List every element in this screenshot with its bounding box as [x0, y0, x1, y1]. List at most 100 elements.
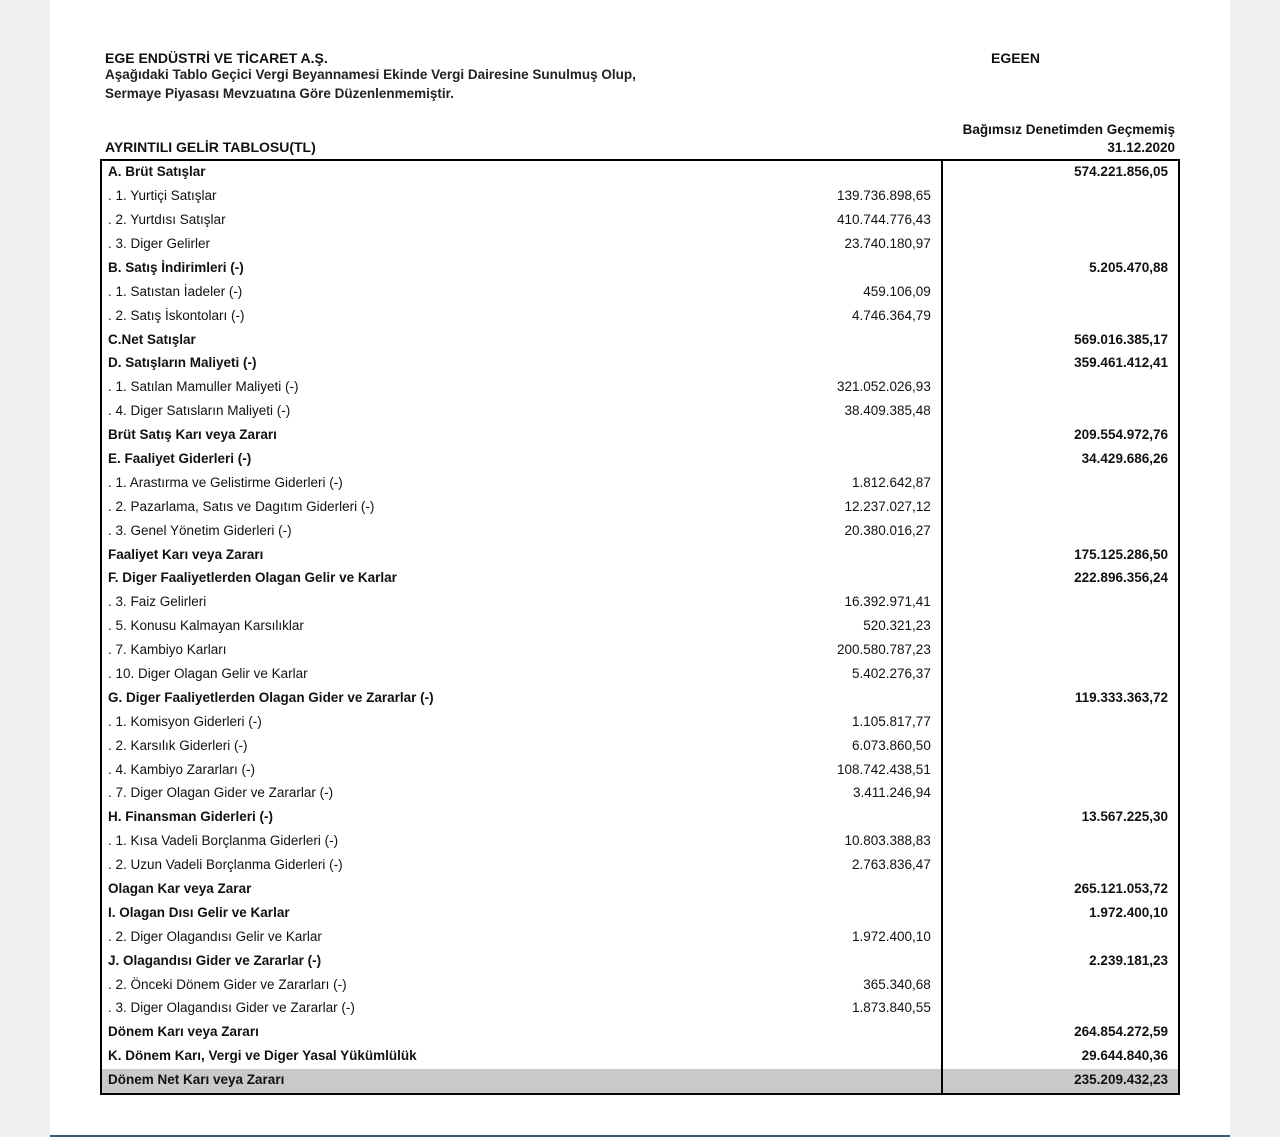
row-detail-value: 1.812.642,87: [705, 471, 942, 495]
table-row: . 2. Diger Olagandısı Gelir ve Karlar1.9…: [101, 925, 1179, 949]
row-total-value: [942, 710, 1179, 734]
row-detail-value: 139.736.898,65: [705, 185, 942, 209]
table-row: . 2. Önceki Dönem Gider ve Zararları (-)…: [101, 973, 1179, 997]
row-detail-value: [705, 352, 942, 376]
row-label: . 5. Konusu Kalmayan Karsılıklar: [101, 615, 705, 639]
audit-status: Bağımsız Denetimden Geçmemiş: [963, 122, 1175, 137]
row-label: . 7. Diger Olagan Gider ve Zararlar (-): [101, 782, 705, 806]
row-label: . 2. Yurtdısı Satışlar: [101, 209, 705, 233]
page: EGE ENDÜSTRİ VE TİCARET A.Ş. EGEEN Aşağı…: [50, 0, 1230, 1137]
table-row: Brüt Satış Karı veya Zararı209.554.972,7…: [101, 424, 1179, 448]
table-row: . 2. Karsılık Giderleri (-)6.073.860,50: [101, 734, 1179, 758]
row-total-value: [942, 973, 1179, 997]
table-title: AYRINTILI GELİR TABLOSU(TL): [105, 139, 316, 155]
table-row: . 2. Uzun Vadeli Borçlanma Giderleri (-)…: [101, 854, 1179, 878]
row-detail-value: [705, 567, 942, 591]
row-label: . 2. Pazarlama, Satıs ve Dagıtım Giderle…: [101, 495, 705, 519]
row-label: D. Satışların Maliyeti (-): [101, 352, 705, 376]
row-total-value: 34.429.686,26: [942, 447, 1179, 471]
row-label: Brüt Satış Karı veya Zararı: [101, 424, 705, 448]
row-total-value: [942, 376, 1179, 400]
meta-right: Bağımsız Denetimden Geçmemiş 31.12.2020: [963, 122, 1175, 155]
row-label: C.Net Satışlar: [101, 328, 705, 352]
row-detail-value: 38.409.385,48: [705, 400, 942, 424]
table-row: . 10. Diger Olagan Gelir ve Karlar5.402.…: [101, 662, 1179, 686]
row-total-value: [942, 830, 1179, 854]
row-label: . 7. Kambiyo Karları: [101, 639, 705, 663]
row-total-value: [942, 304, 1179, 328]
row-detail-value: [705, 686, 942, 710]
row-label: . 3. Diger Olagandısı Gider ve Zararlar …: [101, 997, 705, 1021]
row-detail-value: [705, 806, 942, 830]
row-detail-value: 16.392.971,41: [705, 591, 942, 615]
subtitle-line-1: Aşağıdaki Tablo Geçici Vergi Beyannamesi…: [105, 66, 1180, 85]
table-row: . 4. Diger Satısların Maliyeti (-)38.409…: [101, 400, 1179, 424]
row-detail-value: 108.742.438,51: [705, 758, 942, 782]
row-detail-value: 365.340,68: [705, 973, 942, 997]
row-detail-value: [705, 328, 942, 352]
row-label: G. Diger Faaliyetlerden Olagan Gider ve …: [101, 686, 705, 710]
row-detail-value: 459.106,09: [705, 280, 942, 304]
table-row: . 2. Pazarlama, Satıs ve Dagıtım Giderle…: [101, 495, 1179, 519]
row-total-value: [942, 854, 1179, 878]
row-detail-value: [705, 901, 942, 925]
row-total-value: [942, 925, 1179, 949]
row-total-value: [942, 280, 1179, 304]
row-detail-value: [705, 1069, 942, 1094]
table-row: . 7. Kambiyo Karları200.580.787,23: [101, 639, 1179, 663]
table-row: . 1. Arastırma ve Gelistirme Giderleri (…: [101, 471, 1179, 495]
table-row: A. Brüt Satışlar 574.221.856,05: [101, 160, 1179, 185]
row-detail-value: 20.380.016,27: [705, 519, 942, 543]
row-total-value: [942, 639, 1179, 663]
row-label: J. Olagandısı Gider ve Zararlar (-): [101, 949, 705, 973]
row-detail-value: [705, 949, 942, 973]
row-label: . 2. Uzun Vadeli Borçlanma Giderleri (-): [101, 854, 705, 878]
row-total-value: 574.221.856,05: [942, 160, 1179, 185]
row-label: . 3. Genel Yönetim Giderleri (-): [101, 519, 705, 543]
row-total-value: 13.567.225,30: [942, 806, 1179, 830]
income-statement-table: A. Brüt Satışlar 574.221.856,05. 1. Yurti…: [100, 159, 1180, 1095]
row-total-value: [942, 185, 1179, 209]
table-row: Faaliyet Karı veya Zararı175.125.286,50: [101, 543, 1179, 567]
row-label: Olagan Kar veya Zarar: [101, 878, 705, 902]
table-row: B. Satış İndirimleri (-) 5.205.470,88: [101, 256, 1179, 280]
table-row: . 5. Konusu Kalmayan Karsılıklar520.321,…: [101, 615, 1179, 639]
row-total-value: 222.896.356,24: [942, 567, 1179, 591]
row-detail-value: 6.073.860,50: [705, 734, 942, 758]
table-row: . 1. Yurtiçi Satışlar139.736.898,65: [101, 185, 1179, 209]
table-row: . 3. Genel Yönetim Giderleri (-)20.380.0…: [101, 519, 1179, 543]
row-label: . 1. Satılan Mamuller Maliyeti (-): [101, 376, 705, 400]
row-label: . 3. Diger Gelirler: [101, 232, 705, 256]
row-label: H. Finansman Giderleri (-): [101, 806, 705, 830]
row-total-value: 2.239.181,23: [942, 949, 1179, 973]
table-row: C.Net Satışlar569.016.385,17: [101, 328, 1179, 352]
table-row: . 1. Satıstan İadeler (-)459.106,09: [101, 280, 1179, 304]
row-total-value: 235.209.432,23: [942, 1069, 1179, 1094]
row-label: F. Diger Faaliyetlerden Olagan Gelir ve …: [101, 567, 705, 591]
row-label: . 2. Karsılık Giderleri (-): [101, 734, 705, 758]
table-row: . 2. Satış İskontoları (-)4.746.364,79: [101, 304, 1179, 328]
row-total-value: [942, 471, 1179, 495]
row-total-value: [942, 758, 1179, 782]
row-label: . 10. Diger Olagan Gelir ve Karlar: [101, 662, 705, 686]
row-total-value: 5.205.470,88: [942, 256, 1179, 280]
row-label: . 4. Kambiyo Zararları (-): [101, 758, 705, 782]
row-total-value: [942, 591, 1179, 615]
table-row: . 3. Diger Gelirler23.740.180,97: [101, 232, 1179, 256]
row-detail-value: [705, 1021, 942, 1045]
row-detail-value: 23.740.180,97: [705, 232, 942, 256]
row-label: Faaliyet Karı veya Zararı: [101, 543, 705, 567]
row-total-value: 29.644.840,36: [942, 1045, 1179, 1069]
row-label: B. Satış İndirimleri (-): [101, 256, 705, 280]
row-label: . 1. Satıstan İadeler (-): [101, 280, 705, 304]
table-row: J. Olagandısı Gider ve Zararlar (-) 2.239…: [101, 949, 1179, 973]
row-detail-value: 1.105.817,77: [705, 710, 942, 734]
row-label: . 2. Satış İskontoları (-): [101, 304, 705, 328]
row-detail-value: [705, 447, 942, 471]
row-label: . 3. Faiz Gelirleri: [101, 591, 705, 615]
row-total-value: [942, 734, 1179, 758]
row-label: A. Brüt Satışlar: [101, 160, 705, 185]
row-label: . 4. Diger Satısların Maliyeti (-): [101, 400, 705, 424]
row-detail-value: 2.763.836,47: [705, 854, 942, 878]
ticker-code: EGEEN: [991, 50, 1040, 66]
